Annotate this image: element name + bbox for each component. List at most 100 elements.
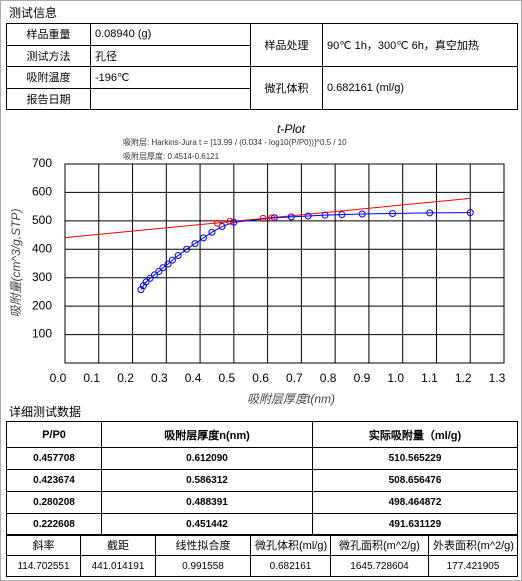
data-point: [226, 217, 234, 225]
column-header: 微孔面积(m^2/g): [330, 534, 429, 556]
data-point: [259, 214, 267, 222]
cell: 0.488391: [101, 491, 313, 514]
info-value: 0.682161 (ml/g): [322, 66, 518, 110]
data-point: [150, 271, 158, 279]
x-axis-label: 吸附层厚度t(nm): [247, 392, 335, 406]
summary-row: 114.702551 441.014191 0.991558 0.682161 1645…: [6, 555, 518, 577]
data-point: [270, 214, 278, 222]
cell: 0.451442: [101, 513, 313, 536]
annotation: 吸附层厚度: 0.4514-0.6121: [123, 151, 220, 161]
y-tick-label: 400: [32, 241, 52, 255]
x-tick-label: 0.6: [252, 371, 269, 385]
data-point: [168, 256, 176, 264]
data-row: 0.222608 0.451442 491.631129: [6, 513, 518, 536]
cell: 0.423674: [6, 469, 102, 492]
cell: 0.991558: [155, 555, 251, 577]
chart-title: t-Plot: [277, 122, 306, 136]
info-value: 孔径: [90, 44, 251, 67]
info-table: 样品重量 0.08940 (g) 样品处理 90℃ 1h，300℃ 6h，真空加热 测试…: [6, 23, 518, 110]
info-label: 样品重量: [6, 23, 91, 46]
info-row: 样品重量 0.08940 (g) 样品处理 90℃ 1h，300℃ 6h，真空加热: [6, 23, 518, 67]
cell: 0.222608: [6, 513, 102, 536]
x-tick-label: 0.4: [185, 371, 202, 385]
data-row: 0.457708 0.612090 510.565229: [6, 447, 518, 470]
column-header: 截距: [80, 534, 156, 556]
summary-table: 斜率 截距 线性拟合度 微孔体积(ml/g) 微孔面积(m^2/g) 外表面积(m^2/g…: [6, 534, 518, 577]
x-tick-label: 1.3: [489, 371, 506, 385]
info-label: 吸附温度: [6, 66, 91, 89]
cell: 114.702551: [6, 555, 81, 577]
column-header: 吸附层厚度n(nm): [101, 421, 313, 448]
y-tick-label: 500: [32, 213, 52, 227]
x-tick-label: 0.9: [354, 371, 371, 385]
x-tick-label: 1.2: [455, 371, 472, 385]
x-tick-label: 0.3: [151, 371, 168, 385]
data-point: [218, 223, 226, 231]
data-point: [208, 228, 216, 236]
cell: 491.631129: [312, 513, 518, 536]
info-value: 0.08940 (g): [90, 23, 251, 46]
data-row: 0.280208 0.488391 498.464872: [6, 491, 518, 514]
x-tick-label: 0.7: [286, 371, 303, 385]
info-value: [90, 87, 251, 110]
y-tick-label: 300: [32, 270, 52, 284]
data-point: [304, 212, 312, 220]
x-tick-label: 0.0: [50, 371, 67, 385]
info-row: 吸附温度 -196℃ 微孔体积 0.682161 (ml/g): [6, 66, 518, 110]
column-header: 斜率: [6, 534, 81, 556]
data-point: [191, 240, 199, 248]
annotation: 吸附层: Harkins-Jura t = [13.99 / (0.034 - …: [123, 137, 347, 147]
cell: 177.421905: [428, 555, 518, 577]
data-point: [321, 211, 329, 219]
column-header: 微孔体积(ml/g): [250, 534, 331, 556]
data-point: [230, 218, 238, 226]
data-point: [358, 210, 366, 218]
cell: 498.464872: [312, 491, 518, 514]
data-point: [164, 260, 172, 268]
series-line: [140, 212, 471, 290]
plot-frame: [64, 163, 505, 364]
data-point: [137, 286, 145, 294]
y-tick-label: 200: [32, 298, 52, 312]
x-tick-label: 0.2: [117, 371, 134, 385]
summary-header-row: 斜率 截距 线性拟合度 微孔体积(ml/g) 微孔面积(m^2/g) 外表面积(m^2/g…: [6, 534, 518, 556]
cell: 0.586312: [101, 469, 313, 492]
cell: 441.014191: [80, 555, 156, 577]
y-axis-label: 吸附量(cm^3/g,STP): [9, 209, 23, 318]
x-tick-label: 0.1: [83, 371, 100, 385]
x-tick-label: 0.5: [219, 371, 236, 385]
info-value: 90℃ 1h，300℃ 6h，真空加热: [322, 23, 518, 67]
data-point: [389, 209, 397, 217]
info-label: 报告日期: [6, 87, 91, 110]
cell: 508.656476: [312, 469, 518, 492]
column-header: 实际吸附量（ml/g): [312, 421, 518, 448]
data-point: [159, 264, 167, 272]
data-point: [426, 209, 434, 217]
info-label: 样品处理: [250, 23, 323, 67]
data-point: [287, 213, 295, 221]
info-label: 微孔体积: [250, 66, 323, 110]
y-tick-label: 100: [32, 327, 52, 341]
data-point: [174, 252, 182, 260]
data-point: [183, 245, 191, 253]
x-tick-label: 1.0: [387, 371, 404, 385]
section-title: 详细测试数据: [9, 405, 82, 419]
info-row: 测试方法 孔径: [6, 44, 518, 67]
column-header: P/P0: [6, 421, 102, 448]
x-tick-label: 0.8: [320, 371, 337, 385]
data-point: [155, 267, 163, 275]
y-tick-label: 600: [32, 185, 52, 199]
info-row: 报告日期: [6, 87, 518, 110]
data-point: [142, 278, 150, 286]
cell: 0.682161: [250, 555, 331, 577]
data-row: 0.423674 0.586312 508.656476: [6, 469, 518, 492]
x-tick-label: 1.1: [421, 371, 438, 385]
cell: 510.565229: [312, 447, 518, 470]
column-header: 线性拟合度: [155, 534, 251, 556]
info-label: 测试方法: [6, 44, 91, 67]
data-point: [268, 214, 276, 222]
data-point: [338, 211, 346, 219]
column-header: 外表面积(m^2/g): [428, 534, 518, 556]
